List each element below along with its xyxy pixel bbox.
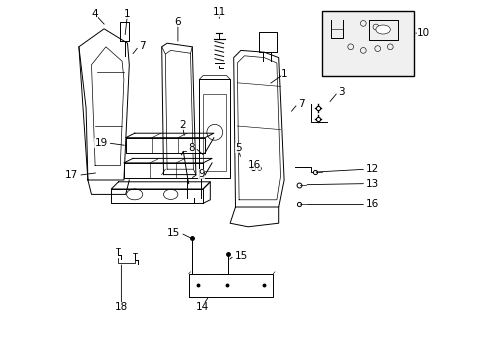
Text: 17: 17 <box>65 170 78 180</box>
Text: 15: 15 <box>167 228 180 238</box>
Ellipse shape <box>163 189 178 199</box>
Text: 18: 18 <box>115 302 128 312</box>
Text: 16: 16 <box>366 199 379 210</box>
Ellipse shape <box>375 25 389 34</box>
Text: 11: 11 <box>212 6 225 17</box>
Text: 8: 8 <box>188 143 194 153</box>
Text: 13: 13 <box>366 179 379 189</box>
Text: 7: 7 <box>139 41 145 51</box>
Ellipse shape <box>126 189 142 200</box>
Text: 1: 1 <box>280 69 287 79</box>
Text: 15: 15 <box>234 251 247 261</box>
Text: 3: 3 <box>337 87 344 97</box>
Text: 6: 6 <box>174 17 181 27</box>
Text: 12: 12 <box>366 164 379 174</box>
Text: 19: 19 <box>94 138 107 148</box>
Text: 1: 1 <box>124 9 131 19</box>
Text: 5: 5 <box>234 143 241 153</box>
Bar <box>321 11 413 76</box>
Text: 7: 7 <box>297 99 304 109</box>
Text: 16: 16 <box>247 160 261 170</box>
Text: 9: 9 <box>198 169 204 179</box>
Text: 10: 10 <box>416 28 429 38</box>
Text: 4: 4 <box>92 9 98 19</box>
Text: 2: 2 <box>179 120 185 130</box>
Text: 14: 14 <box>195 302 208 312</box>
